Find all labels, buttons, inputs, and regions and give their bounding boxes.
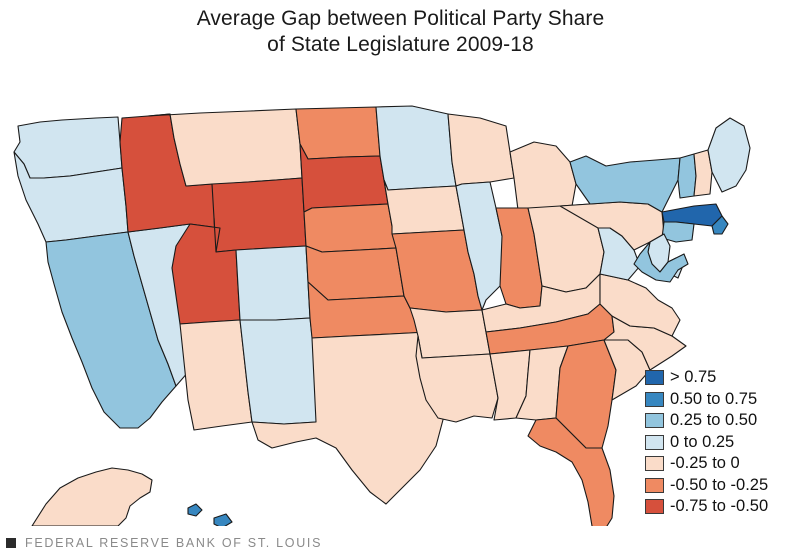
square-mark-icon [6, 538, 16, 548]
state-ar [409, 307, 491, 359]
legend-swatch [645, 391, 664, 407]
legend-swatch [645, 456, 664, 472]
legend-label: -0.50 to -0.25 [670, 475, 769, 494]
state-vt [677, 153, 697, 199]
state-fl [527, 417, 615, 526]
us-states-map [13, 105, 751, 526]
state-mn [375, 105, 457, 191]
legend-item: > 0.75 [645, 367, 797, 389]
state-co [235, 245, 311, 321]
legend-item: -0.25 to 0 [645, 453, 797, 475]
state-va [599, 273, 681, 337]
legend-item: 0 to 0.25 [645, 432, 797, 454]
legend-label: 0.50 to 0.75 [670, 389, 758, 408]
legend-swatch [645, 413, 664, 429]
state-wy [211, 177, 307, 253]
legend-item: -0.75 to -0.50 [645, 496, 797, 518]
footer-text: FEDERAL RESERVE BANK OF ST. LOUIS [25, 536, 323, 550]
state-tx [251, 331, 445, 505]
legend-item: 0.25 to 0.50 [645, 410, 797, 432]
state-ak [31, 467, 153, 526]
legend-item: -0.50 to -0.25 [645, 475, 797, 497]
state-ri [711, 215, 729, 235]
choropleth-map [0, 56, 801, 526]
legend-item: 0.50 to 0.75 [645, 389, 797, 411]
state-nc [603, 315, 687, 371]
state-me [707, 117, 751, 193]
state-ny [569, 155, 681, 213]
legend-swatch [645, 434, 664, 450]
state-nd [295, 106, 381, 160]
state-md [633, 241, 689, 283]
state-ne [303, 203, 397, 253]
legend: > 0.75 0.50 to 0.75 0.25 to 0.50 0 to 0.25 -… [645, 367, 797, 518]
state-wi [447, 113, 515, 187]
legend-swatch [645, 477, 664, 493]
page-title-line-1: Average Gap between Political Party Shar… [196, 7, 605, 30]
legend-swatch [645, 499, 664, 515]
state-nm [239, 317, 319, 425]
footer-attribution: FEDERAL RESERVE BANK OF ST. LOUIS [6, 536, 322, 550]
state-wa [13, 116, 123, 179]
legend-label: > 0.75 [670, 368, 717, 387]
legend-label: 0 to 0.25 [670, 432, 735, 451]
legend-swatch [645, 370, 664, 386]
page-title: Average Gap between Political Party Shar… [0, 6, 801, 58]
state-az [179, 319, 253, 431]
page-title-line-2: of State Legislature 2009-18 [267, 33, 534, 56]
legend-label: 0.25 to 0.50 [670, 411, 758, 430]
legend-label: -0.25 to 0 [670, 454, 740, 473]
state-la [415, 335, 499, 423]
state-hi [187, 503, 233, 526]
legend-label: -0.75 to -0.50 [670, 497, 769, 516]
state-il [455, 181, 509, 311]
state-ks [305, 245, 405, 301]
